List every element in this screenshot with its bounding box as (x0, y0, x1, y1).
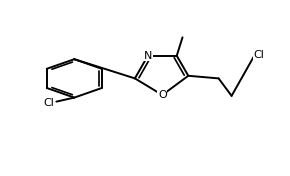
Text: N: N (144, 51, 152, 61)
Text: Cl: Cl (253, 50, 264, 60)
Text: Cl: Cl (43, 98, 54, 108)
Text: O: O (158, 90, 167, 100)
